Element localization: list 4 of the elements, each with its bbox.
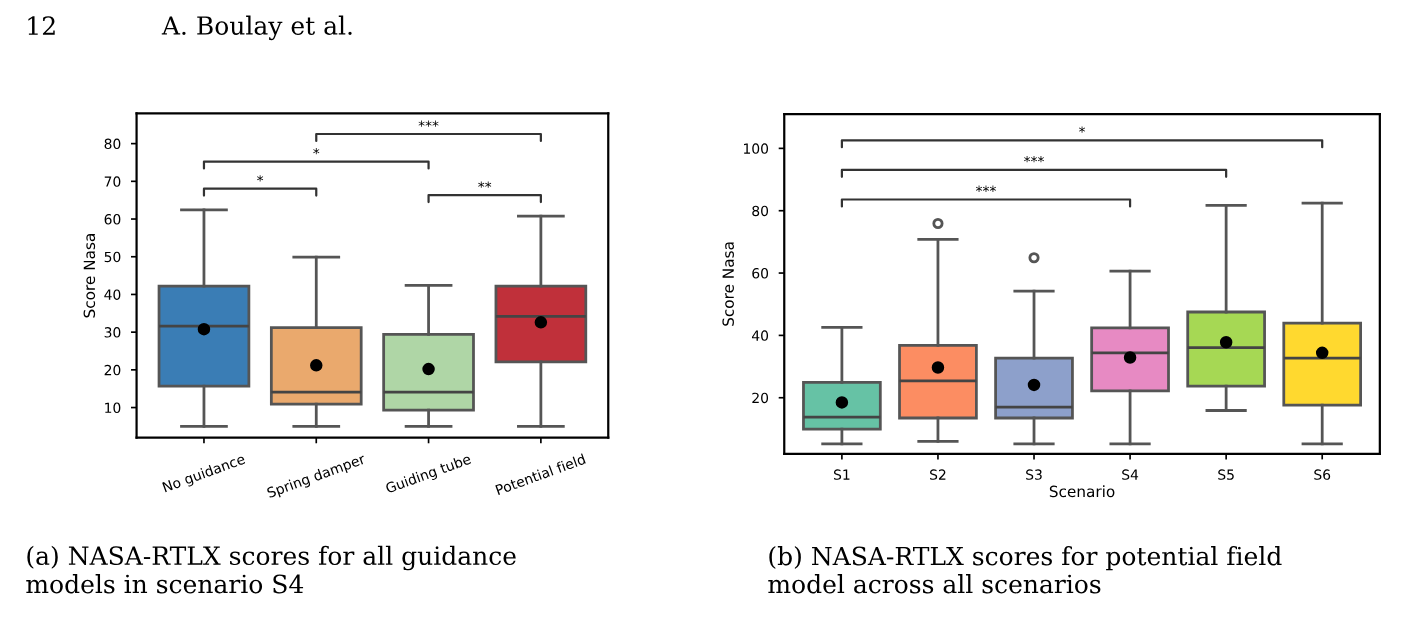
text: A. Boulay et al. — [161, 15, 352, 41]
text: 12 — [28, 16, 55, 35]
text: (a) NASA-RTLX scores for all guidance models in scenario S4 — [26, 545, 516, 594]
text: (b) NASA-RTLX scores for potential field model across all scenarios — [768, 546, 1282, 594]
